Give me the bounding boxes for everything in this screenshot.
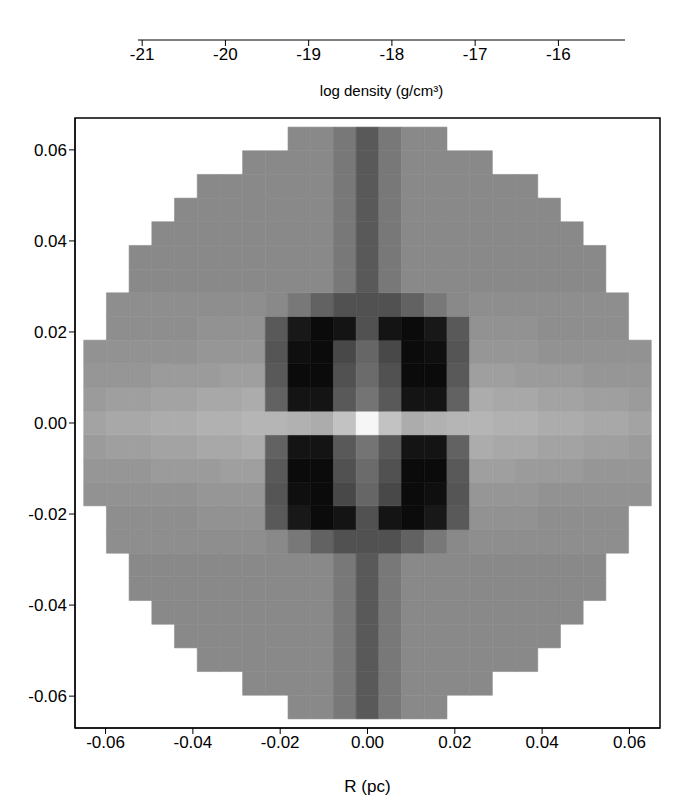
svg-text:0.04: 0.04 [526,733,559,752]
svg-text:0.06: 0.06 [613,733,646,752]
svg-text:-0.06: -0.06 [86,733,125,752]
svg-text:-0.02: -0.02 [261,733,300,752]
svg-text:R (pc): R (pc) [344,777,390,796]
svg-text:-16: -16 [546,45,571,64]
svg-text:-0.06: -0.06 [28,687,67,706]
svg-text:-0.02: -0.02 [28,505,67,524]
svg-text:0.02: 0.02 [34,323,67,342]
svg-text:-21: -21 [130,45,155,64]
svg-text:-19: -19 [296,45,321,64]
svg-text:0.04: 0.04 [34,232,67,251]
svg-text:0.06: 0.06 [34,141,67,160]
svg-text:-0.04: -0.04 [173,733,212,752]
svg-text:-20: -20 [213,45,238,64]
svg-text:-18: -18 [380,45,405,64]
svg-text:0.00: 0.00 [34,414,67,433]
svg-text:0.02: 0.02 [438,733,471,752]
svg-text:-17: -17 [463,45,488,64]
svg-text:log density (g/cm³): log density (g/cm³) [320,82,443,99]
svg-text:0.00: 0.00 [351,733,384,752]
svg-text:-0.04: -0.04 [28,596,67,615]
